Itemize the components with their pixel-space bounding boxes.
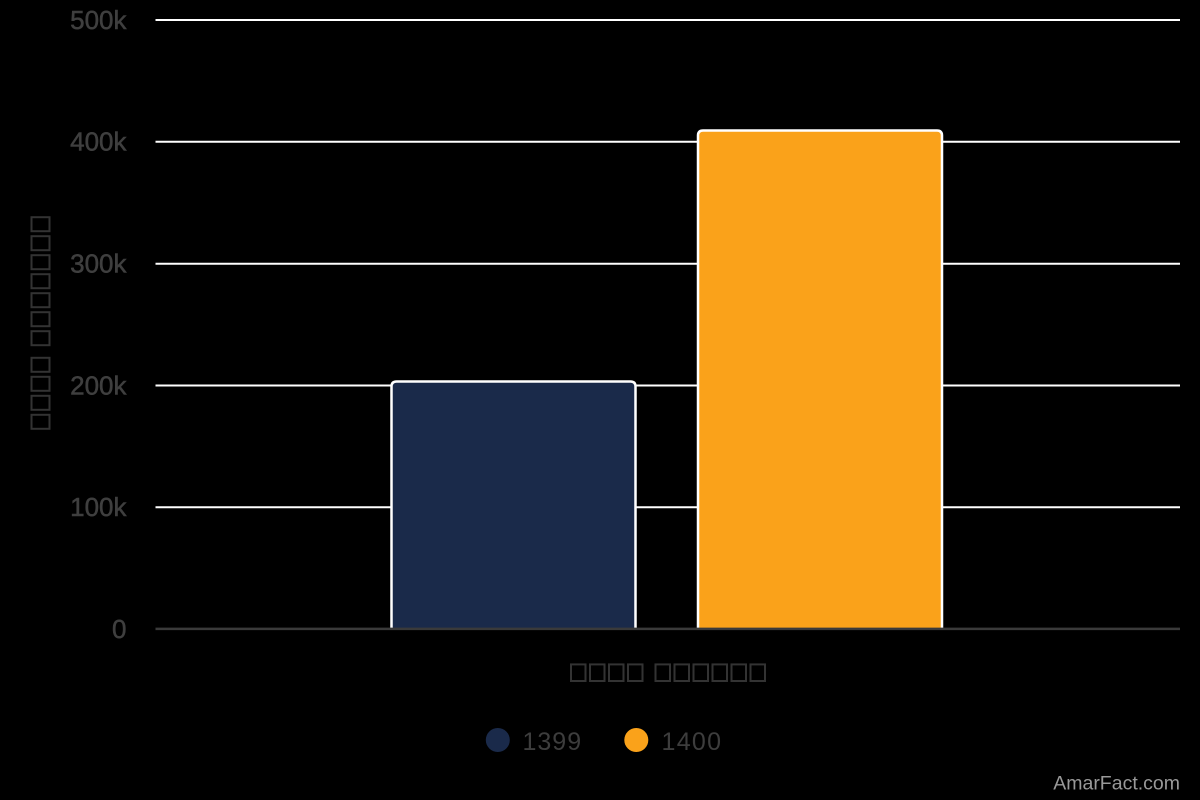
svg-text:100k: 100k <box>70 492 127 522</box>
svg-text:1400: 1400 <box>662 728 723 756</box>
svg-text:0: 0 <box>112 614 126 644</box>
svg-text:300k: 300k <box>70 249 127 279</box>
svg-text:400k: 400k <box>70 127 127 157</box>
svg-text:200k: 200k <box>70 370 127 400</box>
svg-text:1399: 1399 <box>523 728 583 756</box>
svg-text:500k: 500k <box>70 5 127 35</box>
svg-text:AmarFact.com: AmarFact.com <box>1053 773 1180 795</box>
